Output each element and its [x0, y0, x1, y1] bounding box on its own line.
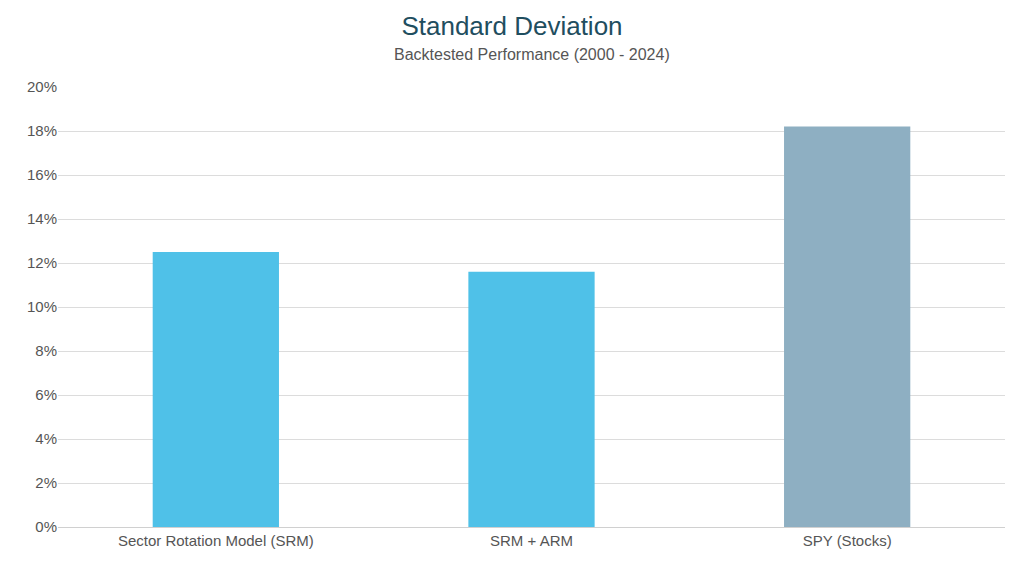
- svg-text:12%: 12%: [27, 254, 57, 271]
- svg-text:10%: 10%: [27, 298, 57, 315]
- svg-text:SPY (Stocks): SPY (Stocks): [803, 532, 892, 549]
- svg-text:Standard Deviation: Standard Deviation: [401, 11, 622, 41]
- svg-text:14%: 14%: [27, 210, 57, 227]
- svg-text:Backtested Performance (2000 -: Backtested Performance (2000 - 2024): [394, 46, 670, 63]
- svg-text:16%: 16%: [27, 166, 57, 183]
- svg-text:18%: 18%: [27, 122, 57, 139]
- svg-text:8%: 8%: [35, 342, 57, 359]
- svg-text:Sector Rotation Model (SRM): Sector Rotation Model (SRM): [118, 532, 314, 549]
- svg-text:SRM + ARM: SRM + ARM: [490, 532, 573, 549]
- svg-text:20%: 20%: [27, 78, 57, 95]
- svg-text:6%: 6%: [35, 386, 57, 403]
- svg-text:4%: 4%: [35, 430, 57, 447]
- svg-text:0%: 0%: [35, 518, 57, 535]
- svg-text:2%: 2%: [35, 474, 57, 491]
